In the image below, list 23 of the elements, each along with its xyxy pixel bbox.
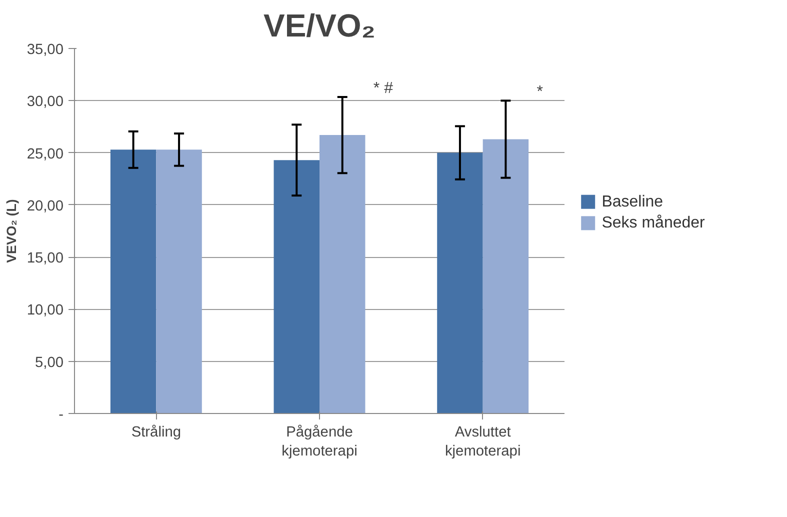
- x-tick-label: Avsluttet kjemoterapi: [444, 424, 521, 460]
- y-tick-label: 10,00: [26, 302, 64, 319]
- x-tick-label: Pågående kjemoterapi: [282, 424, 358, 460]
- legend-label: Seks måneder: [602, 214, 706, 232]
- bar: [110, 150, 156, 414]
- y-tick-label: -: [58, 407, 64, 423]
- y-tick-label: 20,00: [26, 198, 64, 214]
- y-tick-label: 35,00: [26, 42, 64, 58]
- annotation: *: [536, 84, 543, 101]
- bar: [437, 152, 483, 414]
- y-tick-label: 30,00: [26, 94, 64, 110]
- legend-label: Baseline: [602, 193, 664, 210]
- chart-title: VE/VO₂: [263, 8, 376, 44]
- y-tick-label: 5,00: [34, 354, 64, 371]
- x-tick-label: Stråling: [131, 424, 182, 440]
- bar: [482, 139, 529, 414]
- y-tick-label: 15,00: [26, 250, 64, 267]
- y-axis-title: VEVO₂ (L): [4, 199, 19, 263]
- bar: [320, 135, 366, 414]
- bar: [274, 160, 320, 414]
- annotation: * #: [373, 80, 394, 97]
- y-tick-label: 25,00: [26, 146, 64, 162]
- bar: [156, 150, 202, 414]
